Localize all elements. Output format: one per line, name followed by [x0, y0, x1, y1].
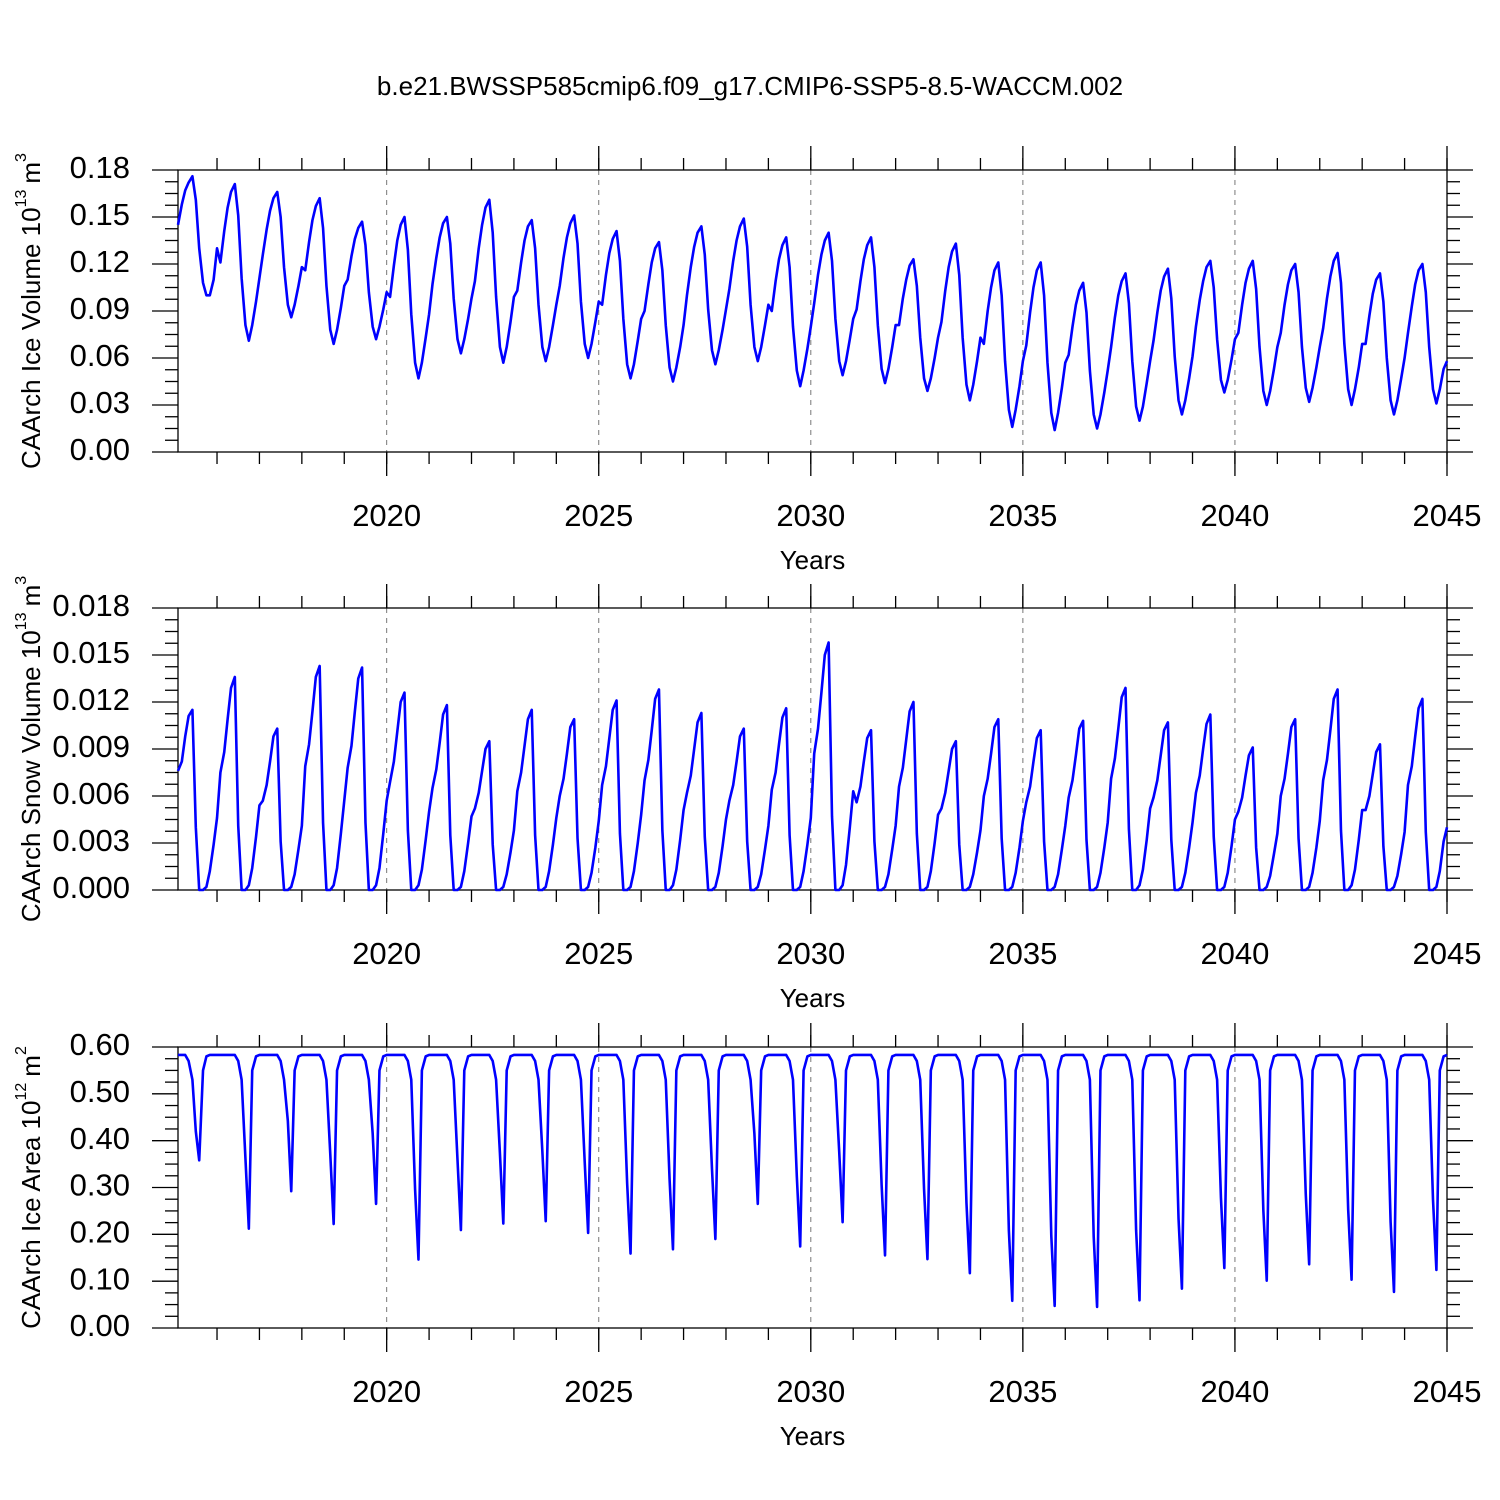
y-tick-label: 0.000: [52, 870, 130, 905]
y-tick-label: 0.10: [70, 1261, 130, 1296]
x-axis-label: Years: [780, 983, 846, 1013]
y-tick-label: 0.20: [70, 1215, 130, 1250]
y-tick-label: 0.015: [52, 635, 130, 670]
data-line: [176, 641, 1449, 892]
x-tick-label: 2045: [1413, 1374, 1482, 1409]
plot-frame: [177, 607, 1448, 891]
x-tick-label: 2035: [988, 1374, 1057, 1409]
x-tick-label: 2030: [776, 498, 845, 533]
plot-frame: [177, 1046, 1448, 1329]
y-tick-label: 0.09: [70, 291, 130, 326]
x-tick-label: 2020: [352, 936, 421, 971]
y-tick-label: 0.018: [52, 588, 130, 623]
y-label-text: CAArch Snow Volume 10: [16, 630, 46, 922]
y-axis-label: CAArch Snow Volume 1013 m3: [13, 576, 46, 922]
x-tick-label: 2030: [776, 1374, 845, 1409]
y-tick-label: 0.00: [70, 1308, 130, 1343]
y-label-unit: m: [16, 162, 46, 184]
y-axis-label: CAArch Ice Volume 1013 m3: [13, 153, 46, 469]
y-tick-label: 0.12: [70, 244, 130, 279]
data-line: [176, 174, 1449, 432]
x-tick-label: 2025: [564, 1374, 633, 1409]
y-tick-label: 0.006: [52, 776, 130, 811]
y-label-unit-exponent: 3: [13, 576, 30, 585]
y-label-text: CAArch Ice Volume 10: [16, 207, 46, 469]
y-tick-label: 0.009: [52, 729, 130, 764]
chart-title: b.e21.BWSSP585cmip6.f09_g17.CMIP6-SSP5-8…: [377, 71, 1123, 101]
x-tick-label: 2025: [564, 498, 633, 533]
y-label-unit-exponent: 2: [13, 1046, 30, 1055]
y-tick-label: 0.003: [52, 823, 130, 858]
x-tick-label: 2020: [352, 498, 421, 533]
y-label-unit: m: [16, 585, 46, 607]
y-tick-label: 0.15: [70, 197, 130, 232]
y-label-exponent: 12: [13, 1083, 30, 1101]
x-tick-label: 2045: [1413, 498, 1482, 533]
x-tick-label: 2035: [988, 498, 1057, 533]
y-tick-label: 0.50: [70, 1074, 130, 1109]
y-label-exponent: 13: [13, 190, 30, 208]
x-tick-label: 2035: [988, 936, 1057, 971]
y-tick-label: 0.40: [70, 1121, 130, 1156]
x-axis-label: Years: [780, 1421, 846, 1451]
x-tick-label: 2020: [352, 1374, 421, 1409]
y-tick-label: 0.03: [70, 385, 130, 420]
y-label-text: CAArch Ice Area 10: [16, 1101, 46, 1329]
data-line: [178, 1053, 1448, 1309]
x-tick-label: 2045: [1413, 936, 1482, 971]
y-label-unit-exponent: 3: [13, 153, 30, 162]
x-tick-label: 2025: [564, 936, 633, 971]
plot-frame: [177, 169, 1448, 453]
y-tick-label: 0.00: [70, 432, 130, 467]
x-tick-label: 2040: [1200, 1374, 1269, 1409]
y-tick-label: 0.30: [70, 1168, 130, 1203]
y-tick-label: 0.60: [70, 1027, 130, 1062]
y-axis-label: CAArch Ice Area 1012 m2: [13, 1046, 46, 1329]
x-tick-label: 2030: [776, 936, 845, 971]
y-label-exponent: 13: [13, 612, 30, 630]
y-tick-label: 0.012: [52, 682, 130, 717]
x-tick-label: 2040: [1200, 498, 1269, 533]
y-label-unit: m: [16, 1055, 46, 1077]
x-axis-label: Years: [780, 545, 846, 575]
y-tick-label: 0.06: [70, 338, 130, 373]
y-tick-label: 0.18: [70, 150, 130, 185]
x-tick-label: 2040: [1200, 936, 1269, 971]
